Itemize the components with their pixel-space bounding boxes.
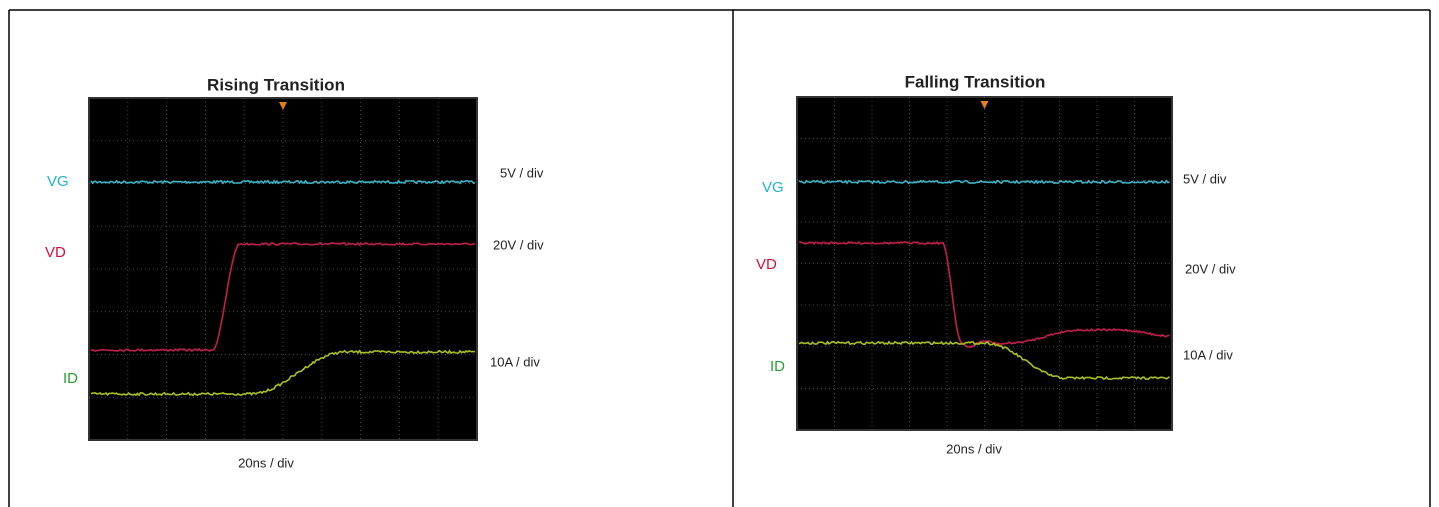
signal-label: ID — [63, 370, 78, 387]
scale-label: 20V / div — [1185, 261, 1236, 276]
panel-title: Rising Transition — [207, 75, 345, 94]
timebase-label: 20ns / div — [946, 441, 1002, 456]
page: Rising Transition VG VD ID 5V / div 20V / div… — [0, 0, 1439, 507]
timebase-label: 20ns / div — [238, 455, 294, 470]
figure: Rising Transition VG VD ID 5V / div 20V / div… — [0, 0, 1439, 507]
signal-label: VG — [47, 173, 69, 190]
scale-label: 20V / div — [493, 237, 544, 252]
scale-label: 10A / div — [1183, 347, 1233, 362]
scale-label: 10A / div — [490, 354, 540, 369]
scale-label: 5V / div — [1183, 171, 1227, 186]
panel-title: Falling Transition — [905, 72, 1046, 91]
scale-label: 5V / div — [500, 165, 544, 180]
signal-label: VD — [756, 256, 777, 273]
signal-label: VG — [762, 179, 784, 196]
scope-screen — [89, 98, 477, 440]
signal-label: VD — [45, 244, 66, 261]
signal-label: ID — [770, 358, 785, 375]
